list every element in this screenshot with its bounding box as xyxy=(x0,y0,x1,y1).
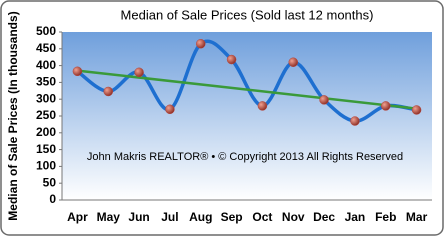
y-tick-label: 50 xyxy=(43,175,57,189)
trendline xyxy=(77,69,417,110)
marker xyxy=(288,57,298,67)
marker xyxy=(350,116,360,126)
marker xyxy=(103,86,113,97)
x-tick-label: Oct xyxy=(252,210,272,224)
x-tick-label: May xyxy=(97,210,121,224)
x-tick-label: Sep xyxy=(221,210,243,224)
y-tick-label: 100 xyxy=(36,159,56,173)
marker xyxy=(134,67,144,78)
y-tick-label: 200 xyxy=(36,125,56,139)
x-tick-label: Apr xyxy=(67,210,88,224)
y-tick-label: 300 xyxy=(36,91,56,105)
x-tick-label: Mar xyxy=(406,210,428,224)
marker xyxy=(196,39,206,49)
x-tick-label: Feb xyxy=(375,210,396,224)
x-tick-label: Aug xyxy=(189,210,212,224)
y-tick-label: 0 xyxy=(49,192,56,206)
y-tick-label: 450 xyxy=(36,41,56,55)
y-tick-label: 400 xyxy=(36,58,56,72)
marker xyxy=(411,105,422,115)
marker xyxy=(165,104,175,115)
x-tick-label: Jun xyxy=(128,210,149,224)
x-tick-label: Dec xyxy=(313,210,335,224)
marker xyxy=(72,66,83,77)
x-tick-label: Nov xyxy=(282,210,305,224)
marker xyxy=(257,101,268,111)
chart-title: Median of Sale Prices (Sold last 12 mont… xyxy=(121,7,374,22)
plot-area xyxy=(62,32,432,200)
marker xyxy=(319,95,329,105)
y-tick-label: 350 xyxy=(36,75,56,89)
x-tick-label: Jan xyxy=(345,210,366,224)
marker xyxy=(381,101,391,111)
annotation: John Makris REALTOR® • © Copyright 2013 … xyxy=(87,151,403,163)
y-tick-label: 250 xyxy=(36,108,56,122)
marker xyxy=(226,54,237,65)
x-tick-label: Jul xyxy=(161,210,178,224)
y-tick-label: 150 xyxy=(36,142,56,156)
y-axis-label: Median of Sale Prices (In thousands) xyxy=(6,11,20,220)
y-tick-label: 500 xyxy=(36,24,56,38)
